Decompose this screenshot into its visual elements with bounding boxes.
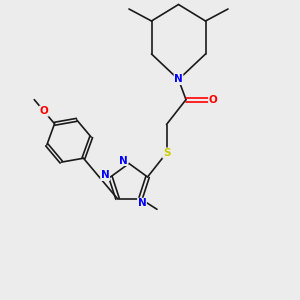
Text: O: O <box>208 94 217 105</box>
Text: N: N <box>101 170 110 181</box>
Text: O: O <box>40 106 48 116</box>
Text: N: N <box>174 74 183 85</box>
Text: N: N <box>119 155 128 166</box>
Text: N: N <box>138 198 146 208</box>
Text: S: S <box>163 148 170 158</box>
